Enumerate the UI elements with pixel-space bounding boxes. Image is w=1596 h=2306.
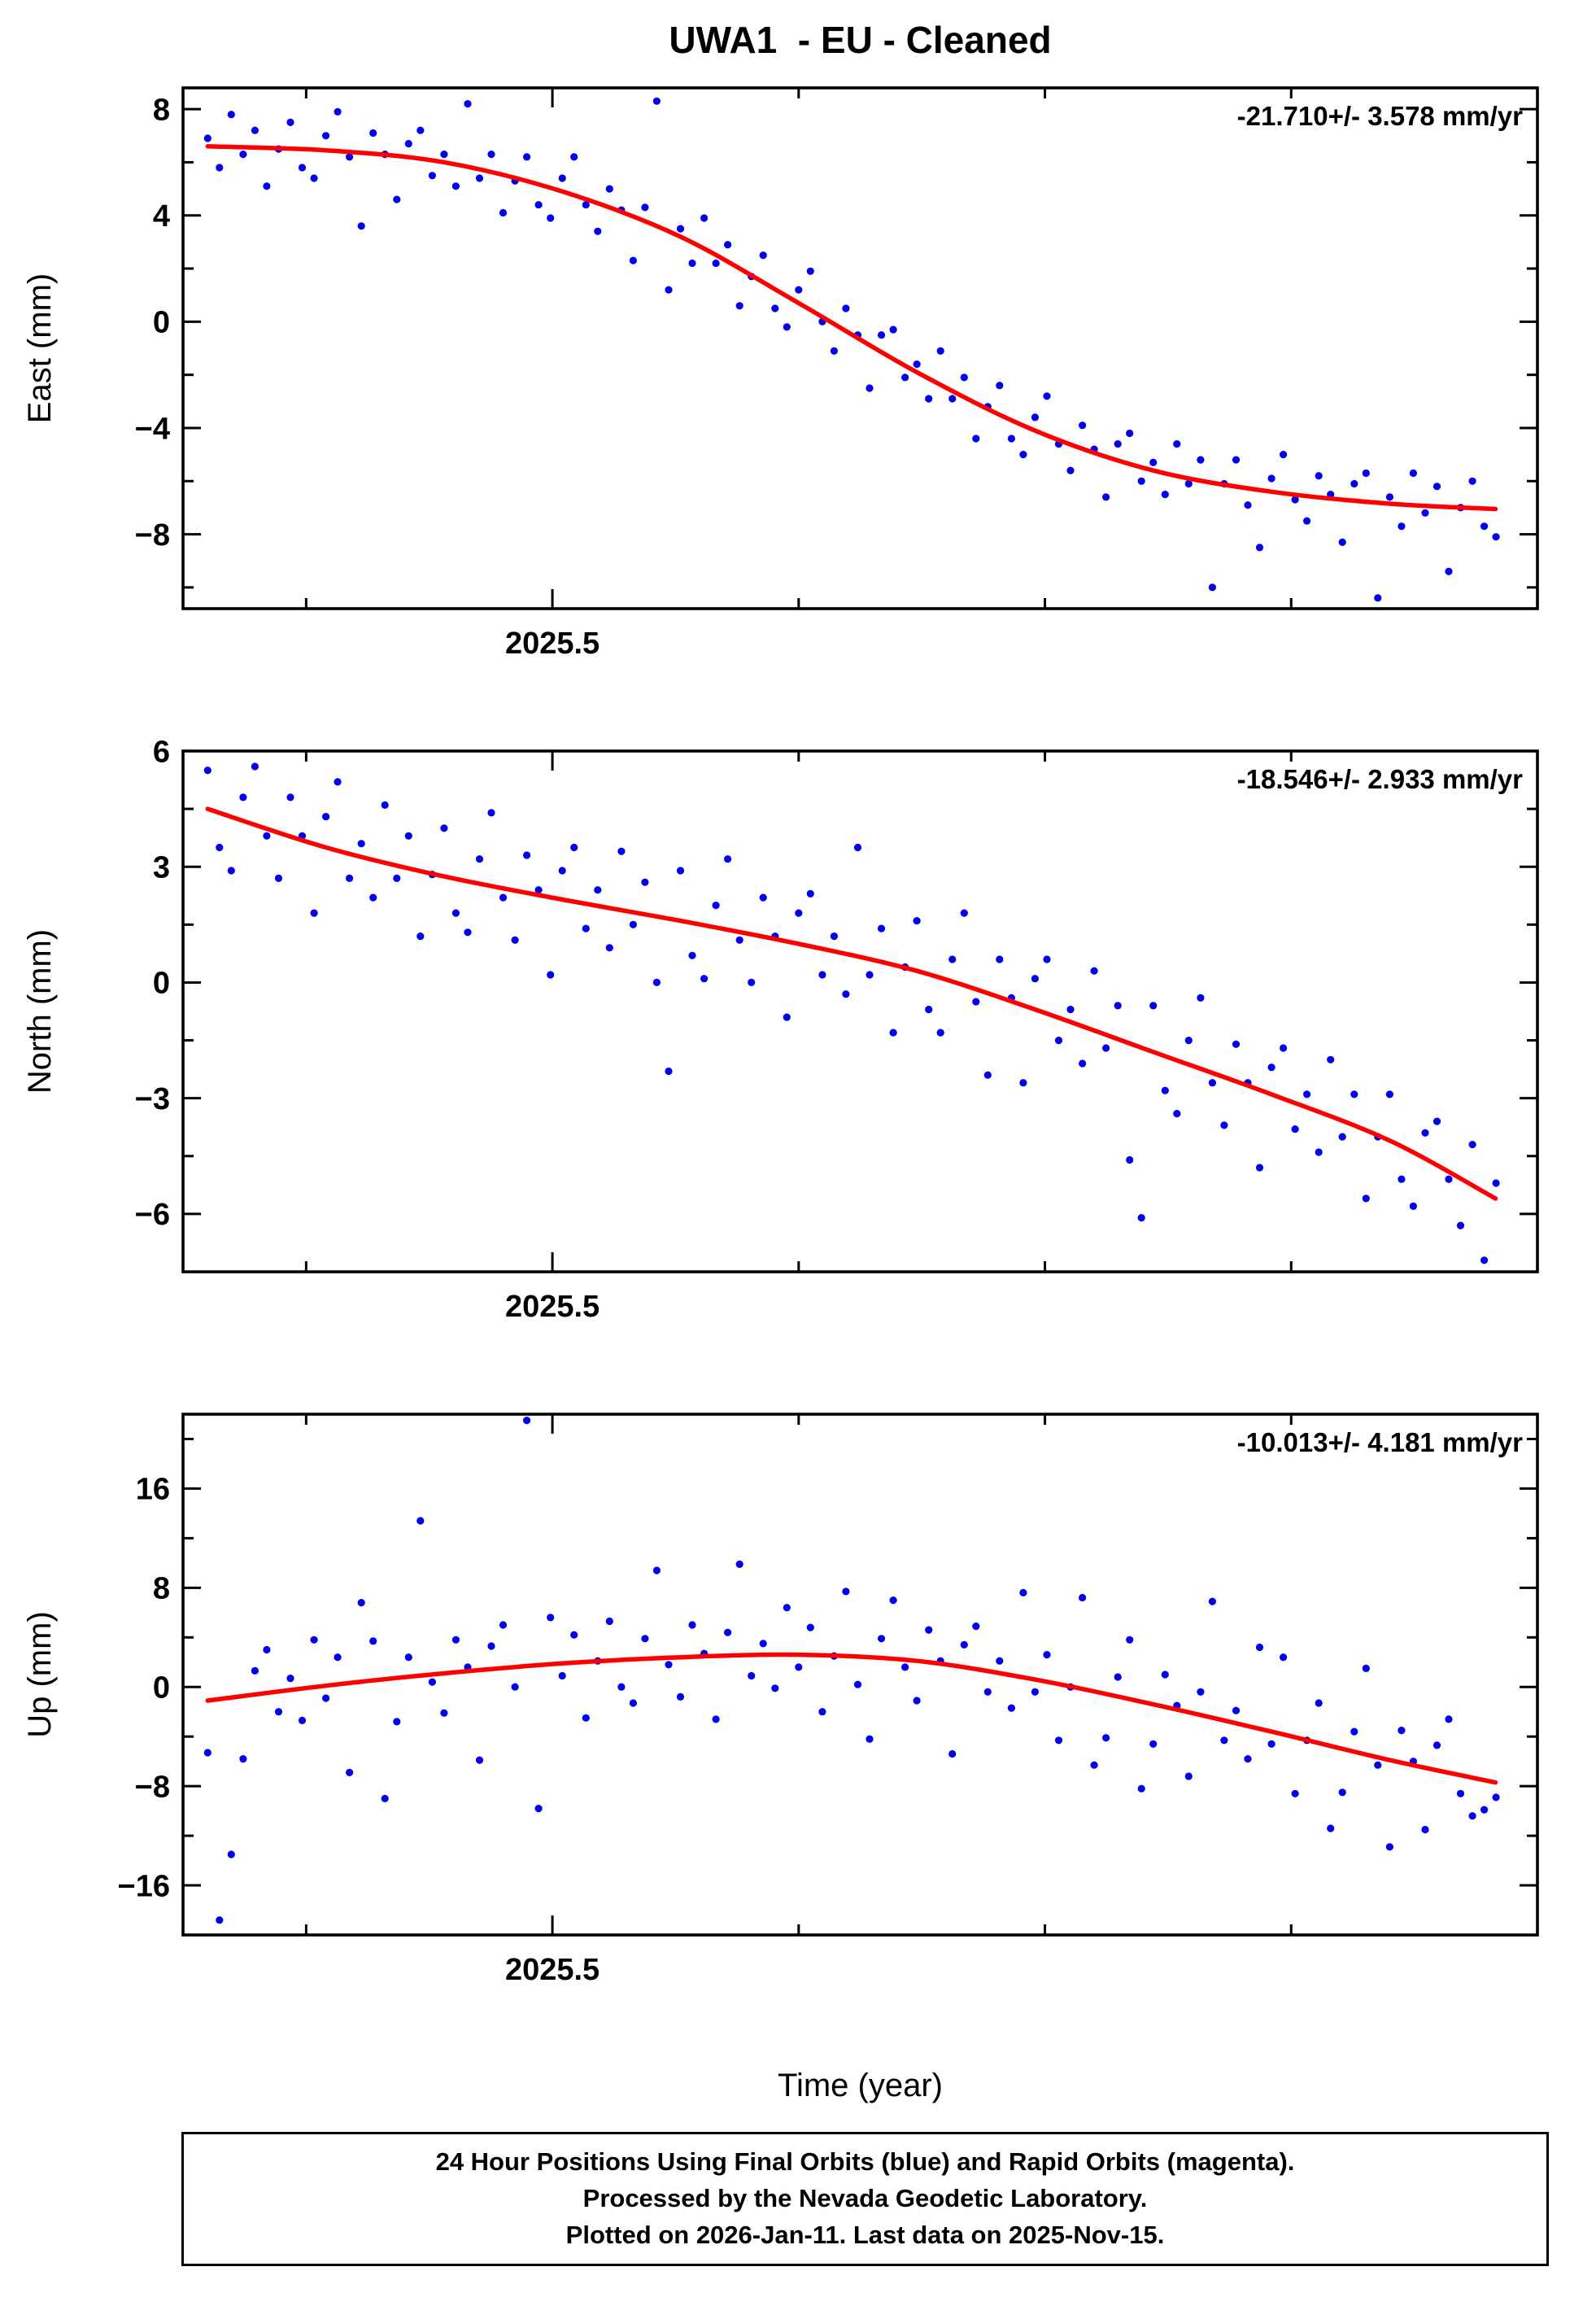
east-y-axis-title: East (mm)	[22, 273, 58, 423]
up-chart: 16 8 0 −8 −16 2025.5 -10.013+/- 4.181 mm/yr Up …	[22, 1413, 1539, 1987]
east-ticks	[183, 88, 1537, 609]
east-frame	[181, 86, 1539, 610]
north-panel: 6 3 0 −3 −6 2025.5 -18.546+/- 2.933 mm/yr North…	[0, 736, 1596, 1400]
north-ytick-label: 3	[153, 851, 170, 885]
east-panel: 8 4 0 −4 −8 2025.5 -21.710+/- 3.578 mm/yr East …	[0, 73, 1596, 736]
north-y-axis-title: North (mm)	[22, 929, 58, 1094]
east-data-points	[203, 97, 1500, 602]
up-data-points	[203, 1417, 1500, 1924]
east-trend-line	[205, 144, 1498, 512]
up-ytick-label: 8	[153, 1572, 170, 1606]
up-ytick-label: 16	[136, 1473, 170, 1507]
north-chart: 6 3 0 −3 −6 2025.5 -18.546+/- 2.933 mm/yr North…	[22, 736, 1539, 1324]
north-xtick-label: 2025.5	[505, 1290, 600, 1324]
up-xtick-label: 2025.5	[505, 1953, 600, 1987]
north-ytick-label: −3	[135, 1082, 170, 1116]
up-panel: 16 8 0 −8 −16 2025.5 -10.013+/- 4.181 mm/yr Up …	[0, 1400, 1596, 2063]
north-data-points	[203, 762, 1500, 1264]
north-ytick-label: 0	[153, 967, 170, 1001]
east-ytick-label: −8	[135, 518, 170, 552]
page-title: UWA1 - EU - Cleaned	[669, 19, 1052, 61]
east-ytick-label: 8	[153, 93, 170, 127]
up-ytick-label: 0	[153, 1671, 170, 1705]
north-ytick-label: 6	[153, 736, 170, 769]
up-ytick-label: −16	[118, 1869, 170, 1903]
up-ticks	[183, 1414, 1537, 1935]
footer-line-3: Plotted on 2026-Jan-11. Last data on 202…	[565, 2220, 1165, 2249]
north-rate-label: -18.546+/- 2.933 mm/yr	[1237, 764, 1523, 794]
east-ytick-label: 4	[153, 199, 170, 234]
east-xtick-label: 2025.5	[505, 627, 600, 661]
up-rate-label: -10.013+/- 4.181 mm/yr	[1237, 1427, 1523, 1457]
north-ticks	[183, 749, 1537, 1272]
footer-line-2: Processed by the Nevada Geodetic Laborat…	[582, 2183, 1148, 2212]
up-frame	[181, 1413, 1539, 1937]
north-frame	[181, 749, 1539, 1273]
east-ytick-label: −4	[135, 412, 170, 446]
up-y-axis-title: Up (mm)	[22, 1611, 58, 1738]
x-axis-title: Time (year)	[778, 2068, 943, 2103]
up-ytick-label: −8	[135, 1770, 170, 1804]
east-rate-label: -21.710+/- 3.578 mm/yr	[1237, 101, 1523, 131]
east-chart: 8 4 0 −4 −8 2025.5 -21.710+/- 3.578 mm/yr East …	[22, 86, 1539, 661]
footer-box: 24 Hour Positions Using Final Orbits (bl…	[181, 2132, 1549, 2266]
footer-line-1: 24 Hour Positions Using Final Orbits (bl…	[435, 2147, 1295, 2176]
east-ytick-label: 0	[153, 306, 170, 340]
up-trend-line	[205, 1652, 1498, 1785]
north-trend-line	[205, 806, 1498, 1201]
north-ytick-label: −6	[135, 1198, 170, 1232]
